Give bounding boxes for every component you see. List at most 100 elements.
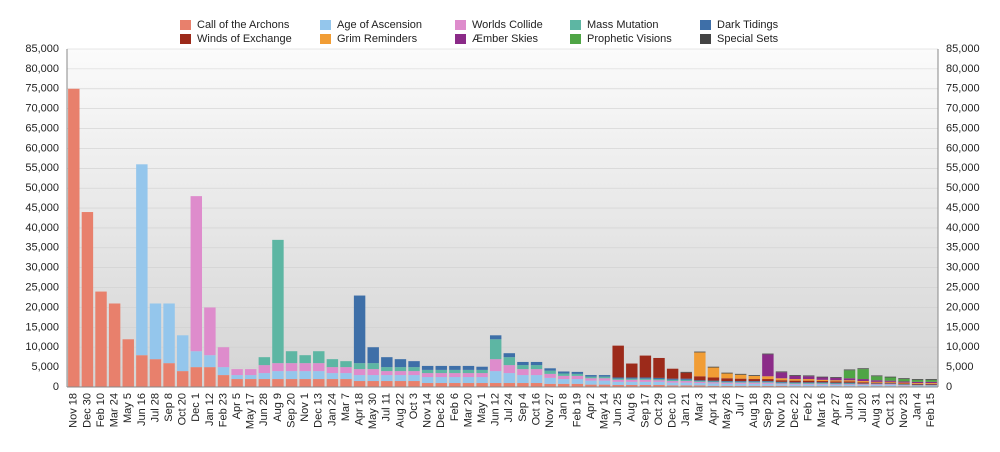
- bar-segment: [449, 377, 461, 384]
- bar-segment: [626, 379, 638, 382]
- bar-segment: [789, 383, 801, 385]
- bar-segment: [884, 385, 897, 387]
- legend-swatch: [570, 34, 581, 44]
- x-tick-label: Apr 14: [707, 393, 719, 425]
- bar-segment: [816, 383, 829, 385]
- x-tick-label: Jan 24: [326, 393, 338, 426]
- x-tick-label: Dec 30: [81, 393, 93, 428]
- bar-segment: [108, 303, 121, 387]
- y2-tick-label: 60,000: [946, 142, 980, 154]
- legend-label: Dark Tidings: [717, 19, 779, 31]
- bar-segment: [734, 381, 747, 382]
- bar-segment: [734, 373, 747, 375]
- bar-segment: [721, 382, 733, 384]
- x-tick-label: Feb 19: [571, 393, 583, 427]
- bar-segment: [585, 384, 597, 387]
- x-tick-label: Dec 10: [667, 393, 679, 428]
- bar-segment: [421, 369, 434, 374]
- bar-segment: [830, 380, 842, 382]
- bar-segment: [707, 381, 720, 383]
- bar-segment: [762, 381, 774, 383]
- bar-segment: [598, 376, 611, 379]
- y-tick-label: 25,000: [25, 281, 59, 293]
- bar-segment: [775, 382, 788, 384]
- bar-segment: [598, 380, 611, 385]
- bar-segment: [326, 367, 339, 374]
- bar-segment: [694, 383, 706, 386]
- bar-segment: [340, 379, 352, 387]
- bar-segment: [163, 363, 175, 387]
- bar-segment: [680, 381, 692, 383]
- bar-segment: [476, 377, 488, 384]
- bar-segment: [421, 373, 434, 378]
- bar-segment: [898, 382, 910, 384]
- x-tick-label: Jan 21: [680, 393, 692, 426]
- bar-segment: [830, 383, 842, 385]
- bar-segment: [258, 379, 271, 387]
- bar-segment: [694, 352, 706, 377]
- bar-segment: [558, 371, 570, 374]
- bar-segment: [653, 380, 665, 382]
- bar-segment: [762, 354, 774, 377]
- x-tick-label: Feb 6: [449, 393, 461, 421]
- y2-tick-label: 70,000: [946, 103, 980, 115]
- bar-segment: [639, 385, 652, 387]
- bar-segment: [626, 363, 638, 378]
- bar-segment: [925, 379, 937, 382]
- bar-segment: [857, 384, 869, 386]
- y-tick-label: 80,000: [25, 63, 59, 75]
- bar-segment: [775, 371, 788, 373]
- x-tick-label: Aug 9: [272, 393, 284, 422]
- bar-segment: [544, 373, 556, 378]
- bar-segment: [517, 365, 529, 370]
- y-tick-label: 50,000: [25, 182, 59, 194]
- bar-segment: [639, 379, 652, 382]
- bar-segment: [802, 375, 815, 377]
- bar-segment: [789, 383, 801, 384]
- bar-segment: [598, 378, 611, 381]
- y-tick-label: 70,000: [25, 103, 59, 115]
- bar-segment: [694, 351, 706, 353]
- bar-segment: [558, 383, 570, 387]
- bar-segment: [871, 384, 883, 386]
- bar-segment: [694, 381, 706, 382]
- bar-segment: [925, 385, 937, 387]
- bar-segment: [789, 379, 801, 381]
- x-tick-label: Oct 16: [530, 393, 542, 425]
- x-tick-label: Sep 29: [762, 393, 774, 428]
- x-tick-label: May 14: [598, 393, 610, 429]
- bar-segment: [190, 367, 203, 387]
- bar-segment: [734, 382, 747, 384]
- x-tick-label: Nov 18: [68, 393, 80, 428]
- x-tick-label: Mar 16: [816, 393, 828, 427]
- bar-segment: [476, 366, 488, 370]
- legend-label: Æmber Skies: [472, 33, 539, 45]
- bar-segment: [802, 380, 815, 383]
- bar-segment: [639, 377, 652, 379]
- x-tick-label: Sep 8: [163, 393, 175, 422]
- legend-swatch: [180, 34, 191, 44]
- bar-segment: [381, 381, 393, 387]
- bar-segment: [489, 339, 502, 360]
- y-tick-label: 5,000: [31, 361, 59, 373]
- bar-segment: [843, 382, 856, 384]
- bar-segment: [408, 375, 420, 382]
- bar-segment: [707, 383, 720, 386]
- legend-swatch: [700, 20, 711, 30]
- bar-segment: [734, 385, 747, 387]
- x-tick-label: May 30: [367, 393, 379, 429]
- x-tick-label: Apr 18: [354, 393, 366, 425]
- bar-segment: [462, 365, 475, 370]
- bar-segment: [775, 385, 788, 387]
- bar-segment: [802, 383, 815, 384]
- bar-segment: [598, 384, 611, 387]
- legend-swatch: [570, 20, 581, 30]
- legend-label: Special Sets: [717, 33, 779, 45]
- bar-segment: [694, 380, 706, 382]
- bar-segment: [816, 376, 829, 378]
- bar-segment: [408, 367, 420, 372]
- bar-segment: [176, 371, 189, 387]
- x-tick-label: Jun 25: [612, 393, 624, 426]
- bar-segment: [626, 381, 638, 386]
- x-tick-label: Oct 29: [653, 393, 665, 425]
